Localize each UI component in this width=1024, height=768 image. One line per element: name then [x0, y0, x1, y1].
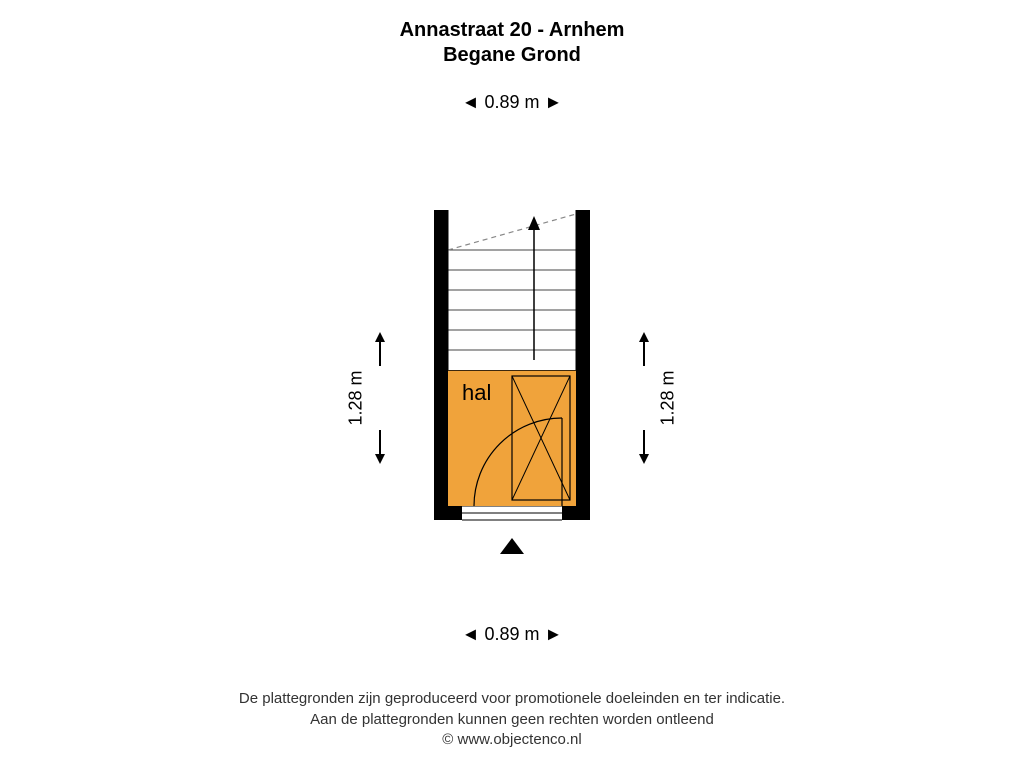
title-line-1: Annastraat 20 - Arnhem [0, 18, 1024, 43]
arrow-down-icon [639, 454, 649, 464]
dimension-height-left: 1.28 m [346, 370, 367, 425]
dimension-width-top-value: 0.89 m [484, 92, 539, 112]
footer-line-3: © www.objectenco.nl [0, 730, 1024, 750]
wall-bottom-right [562, 506, 590, 520]
dimension-height-left-value: 1.28 m [346, 370, 366, 425]
arrow-right-icon: ► [545, 92, 563, 112]
footer-line-1: De plattegronden zijn geproduceerd voor … [0, 689, 1024, 709]
dimension-width-bottom: ◄ 0.89 m ► [462, 624, 563, 645]
arrow-up-icon [375, 332, 385, 342]
title-block: Annastraat 20 - Arnhem Begane Grond [0, 18, 1024, 68]
dim-arrow-line [379, 340, 381, 366]
footer: De plattegronden zijn geproduceerd voor … [0, 689, 1024, 750]
room-label-hal: hal [462, 380, 491, 406]
wall-bottom-left [434, 506, 462, 520]
arrow-up-icon [639, 332, 649, 342]
dimension-width-top: ◄ 0.89 m ► [462, 92, 563, 113]
wall-right [576, 210, 590, 510]
dimension-width-bottom-value: 0.89 m [484, 624, 539, 644]
dim-arrow-line [643, 430, 645, 456]
arrow-left-icon: ◄ [462, 92, 480, 112]
dim-arrow-line [643, 340, 645, 366]
entry-marker-icon [500, 538, 524, 554]
dimension-height-right-value: 1.28 m [658, 370, 678, 425]
arrow-down-icon [375, 454, 385, 464]
wall-left [434, 210, 448, 510]
footer-line-2: Aan de plattegronden kunnen geen rechten… [0, 710, 1024, 730]
dim-arrow-line [379, 430, 381, 456]
title-line-2: Begane Grond [0, 43, 1024, 68]
floorplan [434, 210, 590, 530]
arrow-right-icon: ► [545, 624, 563, 644]
stairs [448, 210, 576, 370]
dimension-height-right: 1.28 m [658, 370, 679, 425]
arrow-left-icon: ◄ [462, 624, 480, 644]
